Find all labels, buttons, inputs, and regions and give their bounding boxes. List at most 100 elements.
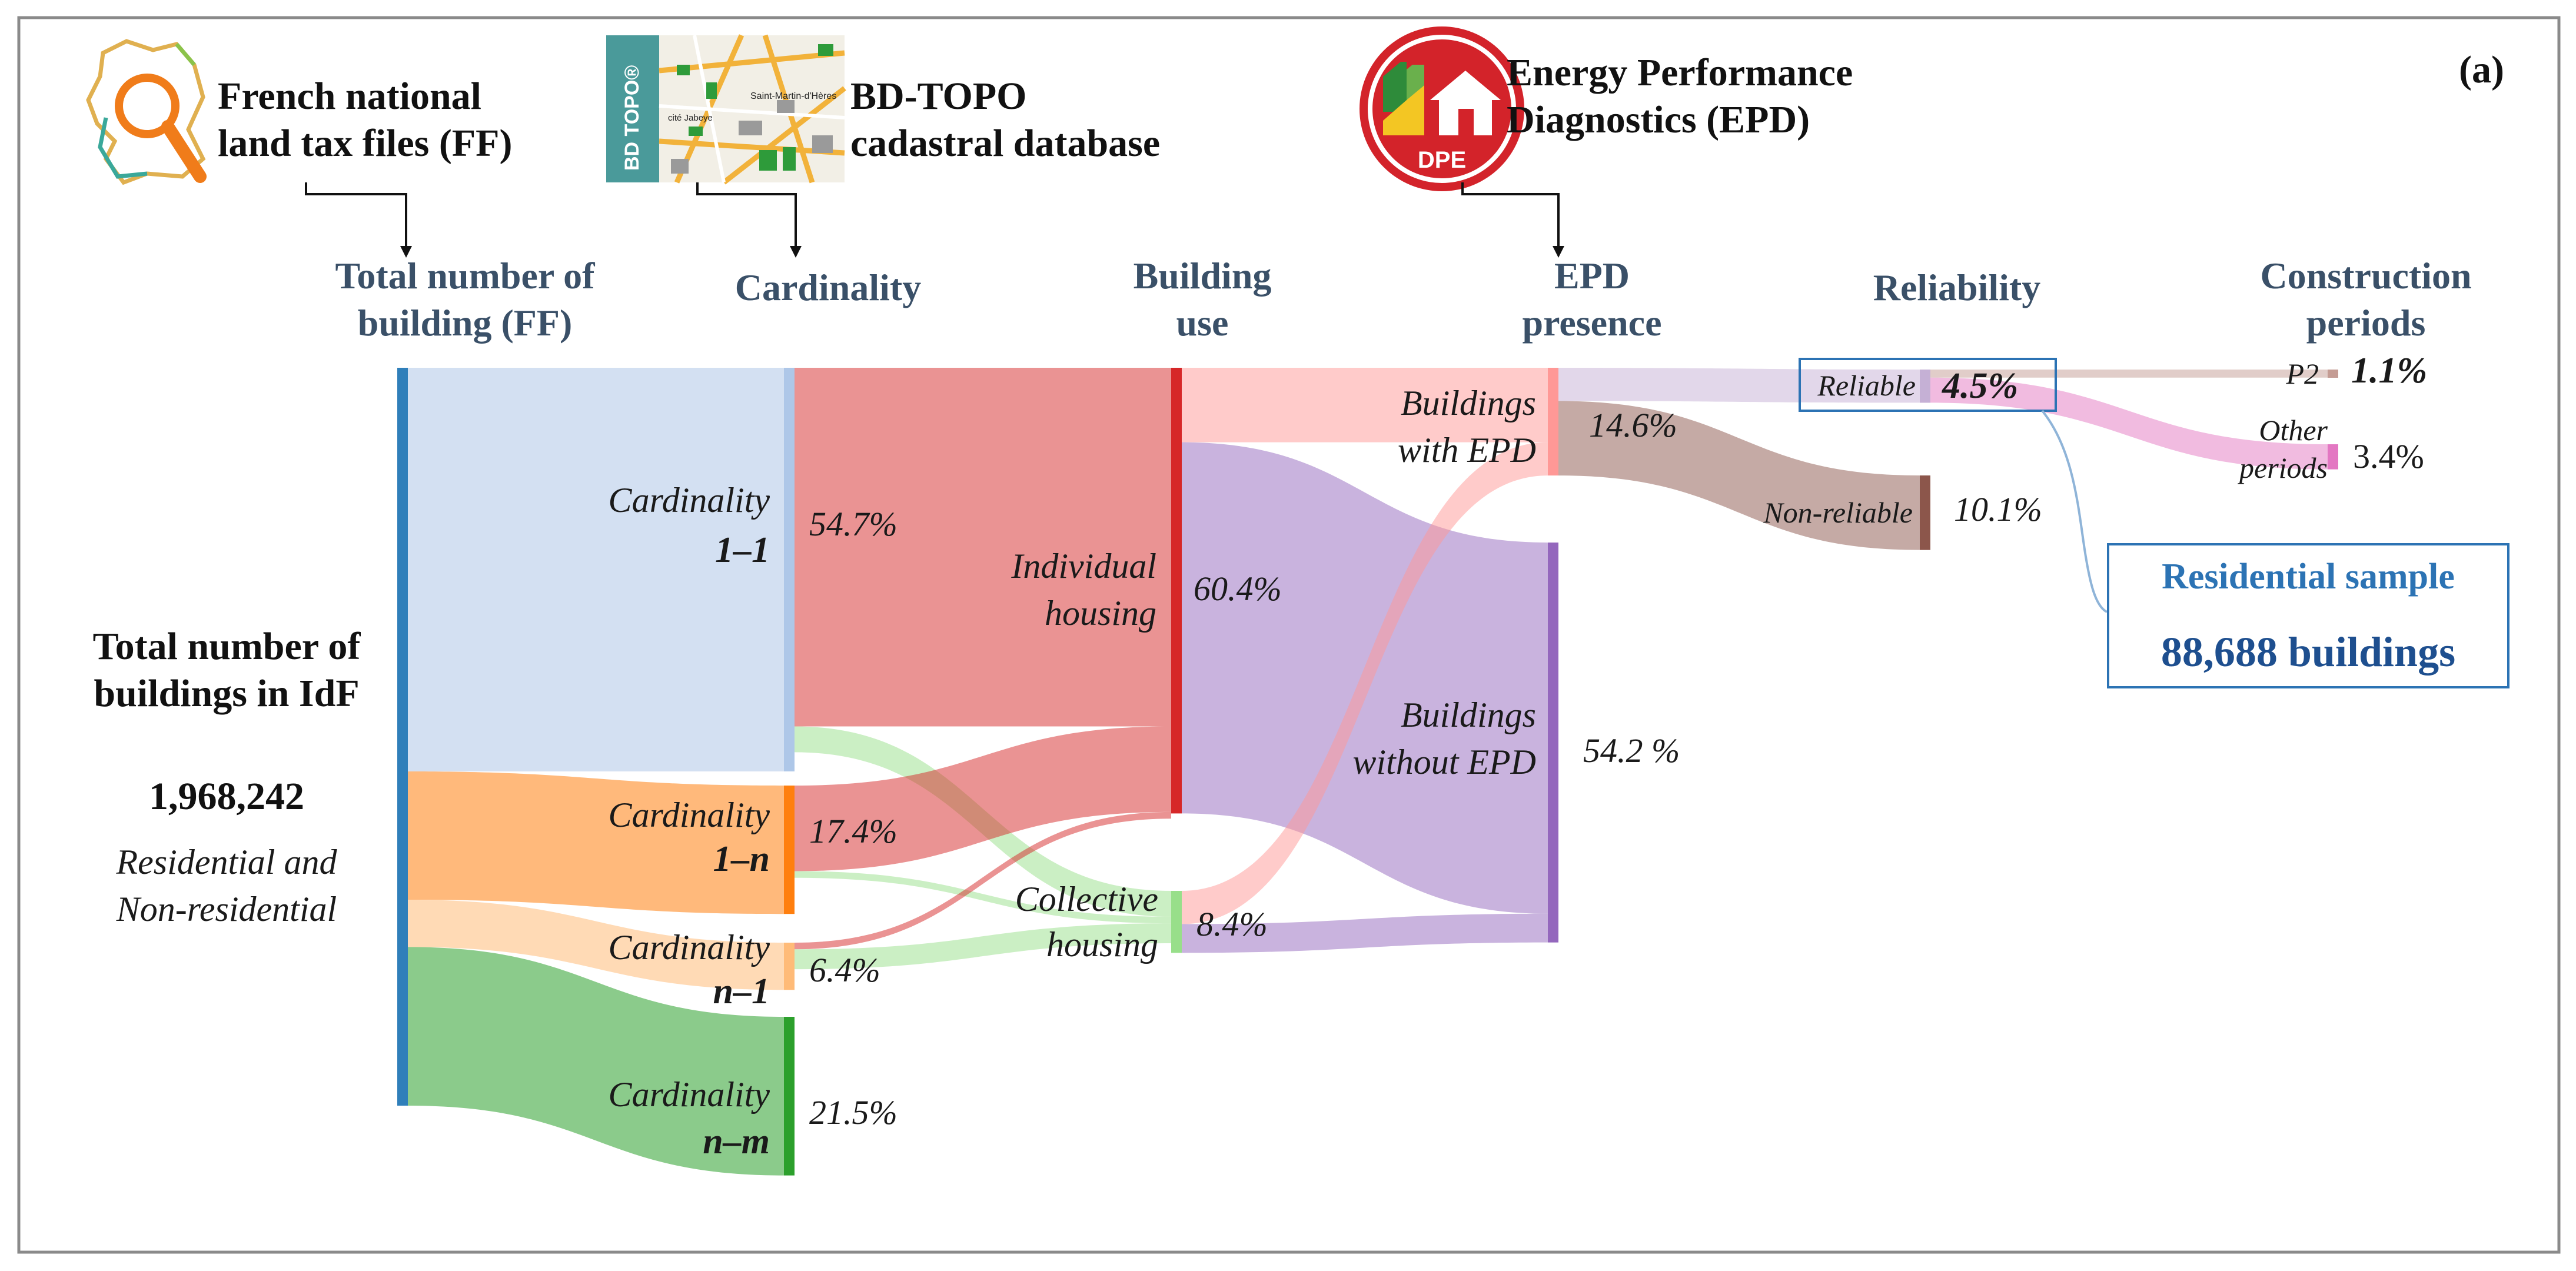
node-c11-label2: 1–1	[715, 530, 770, 570]
node-ind-bar	[1171, 368, 1182, 814]
ff-arrowhead	[400, 246, 412, 258]
node-col-pct: 8.4%	[1196, 905, 1268, 943]
node-without-label2: without EPD	[1352, 743, 1536, 781]
link-reliable-to-p2	[1930, 370, 2328, 378]
node-col-label1: Collective	[1015, 880, 1158, 919]
epd-arrow	[1461, 182, 1560, 247]
link-c1n-to-col	[795, 871, 1171, 924]
link-total-to-c11	[408, 368, 784, 771]
bdtopo-source: BD TOPO® Saint-Martin-d'Hères cité Jabey…	[606, 34, 1160, 258]
node-c1n-bar	[784, 786, 795, 914]
node-without-pct: 54.2 %	[1583, 731, 1680, 770]
node-c11-pct: 54.7%	[809, 505, 898, 543]
link-cn1-to-col	[795, 923, 1171, 970]
link-with-to-nonrel	[1558, 401, 1920, 550]
dpe-house-icon: DPE	[1360, 26, 1524, 191]
figure-frame	[17, 16, 2561, 1254]
residential-sample-count: 88,688 buildings	[2161, 628, 2455, 676]
header-reliability: Reliability	[1873, 267, 2040, 308]
node-with-pct: 14.6%	[1589, 406, 1677, 444]
sample-connector	[2041, 410, 2108, 613]
link-total-to-cn1	[408, 900, 784, 990]
node-other-label2: periods	[2238, 451, 2328, 484]
link-col-to-with	[1182, 442, 1548, 924]
node-nonrel-bar	[1920, 475, 1930, 550]
ff-source-line1: French national	[218, 75, 481, 118]
node-cn1-label2: n–1	[713, 971, 770, 1012]
node-ind-label2: housing	[1045, 594, 1156, 633]
residential-sample-box	[2107, 543, 2509, 688]
left-title-line1: Total number of	[93, 625, 361, 668]
left-title-line2: buildings in IdF	[94, 672, 359, 715]
node-c11-bar	[784, 368, 795, 771]
reliable-highlight-box	[1799, 358, 2057, 412]
node-p2-label: P2	[2285, 357, 2319, 390]
node-ind-pct: 60.4%	[1194, 570, 1282, 608]
node-with-label2: with EPD	[1398, 431, 1536, 470]
epd-arrowhead	[1553, 246, 1564, 258]
node-other-pct: 3.4%	[2353, 437, 2424, 475]
residential-sample-title: Residential sample	[2162, 557, 2455, 597]
node-c11-label1: Cardinality	[609, 481, 770, 520]
ff-source-line2: land tax files (FF)	[218, 122, 512, 165]
node-col-label2: housing	[1046, 925, 1158, 964]
link-col-to-without	[1182, 913, 1548, 953]
header-total-line2: building (FF)	[358, 302, 573, 344]
header-use-line2: use	[1176, 302, 1229, 344]
header-periods-line1: Construction	[2260, 255, 2471, 297]
node-cn1-pct: 6.4%	[809, 951, 880, 989]
node-cnm-label2: n–m	[703, 1122, 770, 1162]
ff-source: French national land tax files (FF)	[86, 39, 512, 258]
node-other-bar	[2328, 444, 2338, 470]
france-magnifier-icon	[86, 39, 207, 185]
left-subtitle-line1: Residential and	[116, 843, 338, 881]
node-ind-label1: Individual	[1011, 547, 1156, 585]
bdtopo-map-text2: cité Jabeye	[668, 113, 713, 123]
dpe-badge: DPE	[1418, 147, 1466, 173]
left-count: 1,968,242	[149, 775, 304, 818]
node-col-bar	[1171, 891, 1182, 953]
bdtopo-source-line1: BD-TOPO	[850, 75, 1026, 118]
node-cn1-label1: Cardinality	[609, 928, 770, 967]
node-cn1-bar	[784, 943, 795, 990]
node-cnm-bar	[784, 1017, 795, 1176]
header-total-line1: Total number of	[335, 255, 596, 297]
node-with-bar	[1548, 368, 1558, 476]
header-periods-line2: periods	[2306, 302, 2426, 344]
link-c1n-to-ind	[795, 726, 1171, 871]
sankey-links	[408, 368, 2328, 1176]
node-with-label1: Buildings	[1401, 384, 1536, 422]
sankey-nodes	[397, 368, 2338, 1176]
link-reliable-to-other	[1930, 377, 2328, 470]
node-c1n-label2: 1–n	[713, 839, 770, 879]
bdtopo-arrowhead	[790, 246, 802, 258]
node-other-label1: Other	[2259, 414, 2328, 447]
node-reliable-bar	[1920, 370, 1930, 403]
panel-label: (a)	[2459, 48, 2504, 91]
node-reliable-label: Reliable	[1817, 369, 1916, 402]
bdtopo-badge: BD TOPO®	[621, 65, 643, 171]
node-p2-bar	[2328, 370, 2338, 378]
epd-source-line2: Diagnostics (EPD)	[1507, 98, 1810, 141]
header-use-line1: Building	[1134, 255, 1272, 297]
link-ind-to-with	[1182, 368, 1548, 442]
bdtopo-map-text1: Saint-Martin-d'Hères	[750, 91, 836, 101]
link-cn1-to-ind	[795, 811, 1171, 950]
epd-source: DPE Energy Performance Diagnostics (EPD)	[1360, 26, 1853, 258]
link-total-to-c1n	[408, 771, 784, 914]
node-c1n-pct: 17.4%	[809, 812, 898, 850]
map-thumbnail-icon: BD TOPO® Saint-Martin-d'Hères cité Jabey…	[606, 34, 846, 185]
ff-arrow	[305, 182, 407, 247]
link-total-to-cnm	[408, 947, 784, 1176]
node-nonrel-label: Non-reliable	[1763, 496, 1913, 529]
bdtopo-arrow	[696, 182, 797, 247]
node-nonrel-pct: 10.1%	[1954, 490, 2042, 528]
header-epd-line1: EPD	[1554, 255, 1630, 297]
epd-source-line1: Energy Performance	[1507, 51, 1853, 94]
node-without-label1: Buildings	[1401, 696, 1536, 734]
node-cnm-pct: 21.5%	[809, 1093, 898, 1132]
link-c11-to-ind	[795, 368, 1171, 727]
node-c1n-label1: Cardinality	[609, 796, 770, 834]
node-total-bar	[397, 368, 408, 1106]
